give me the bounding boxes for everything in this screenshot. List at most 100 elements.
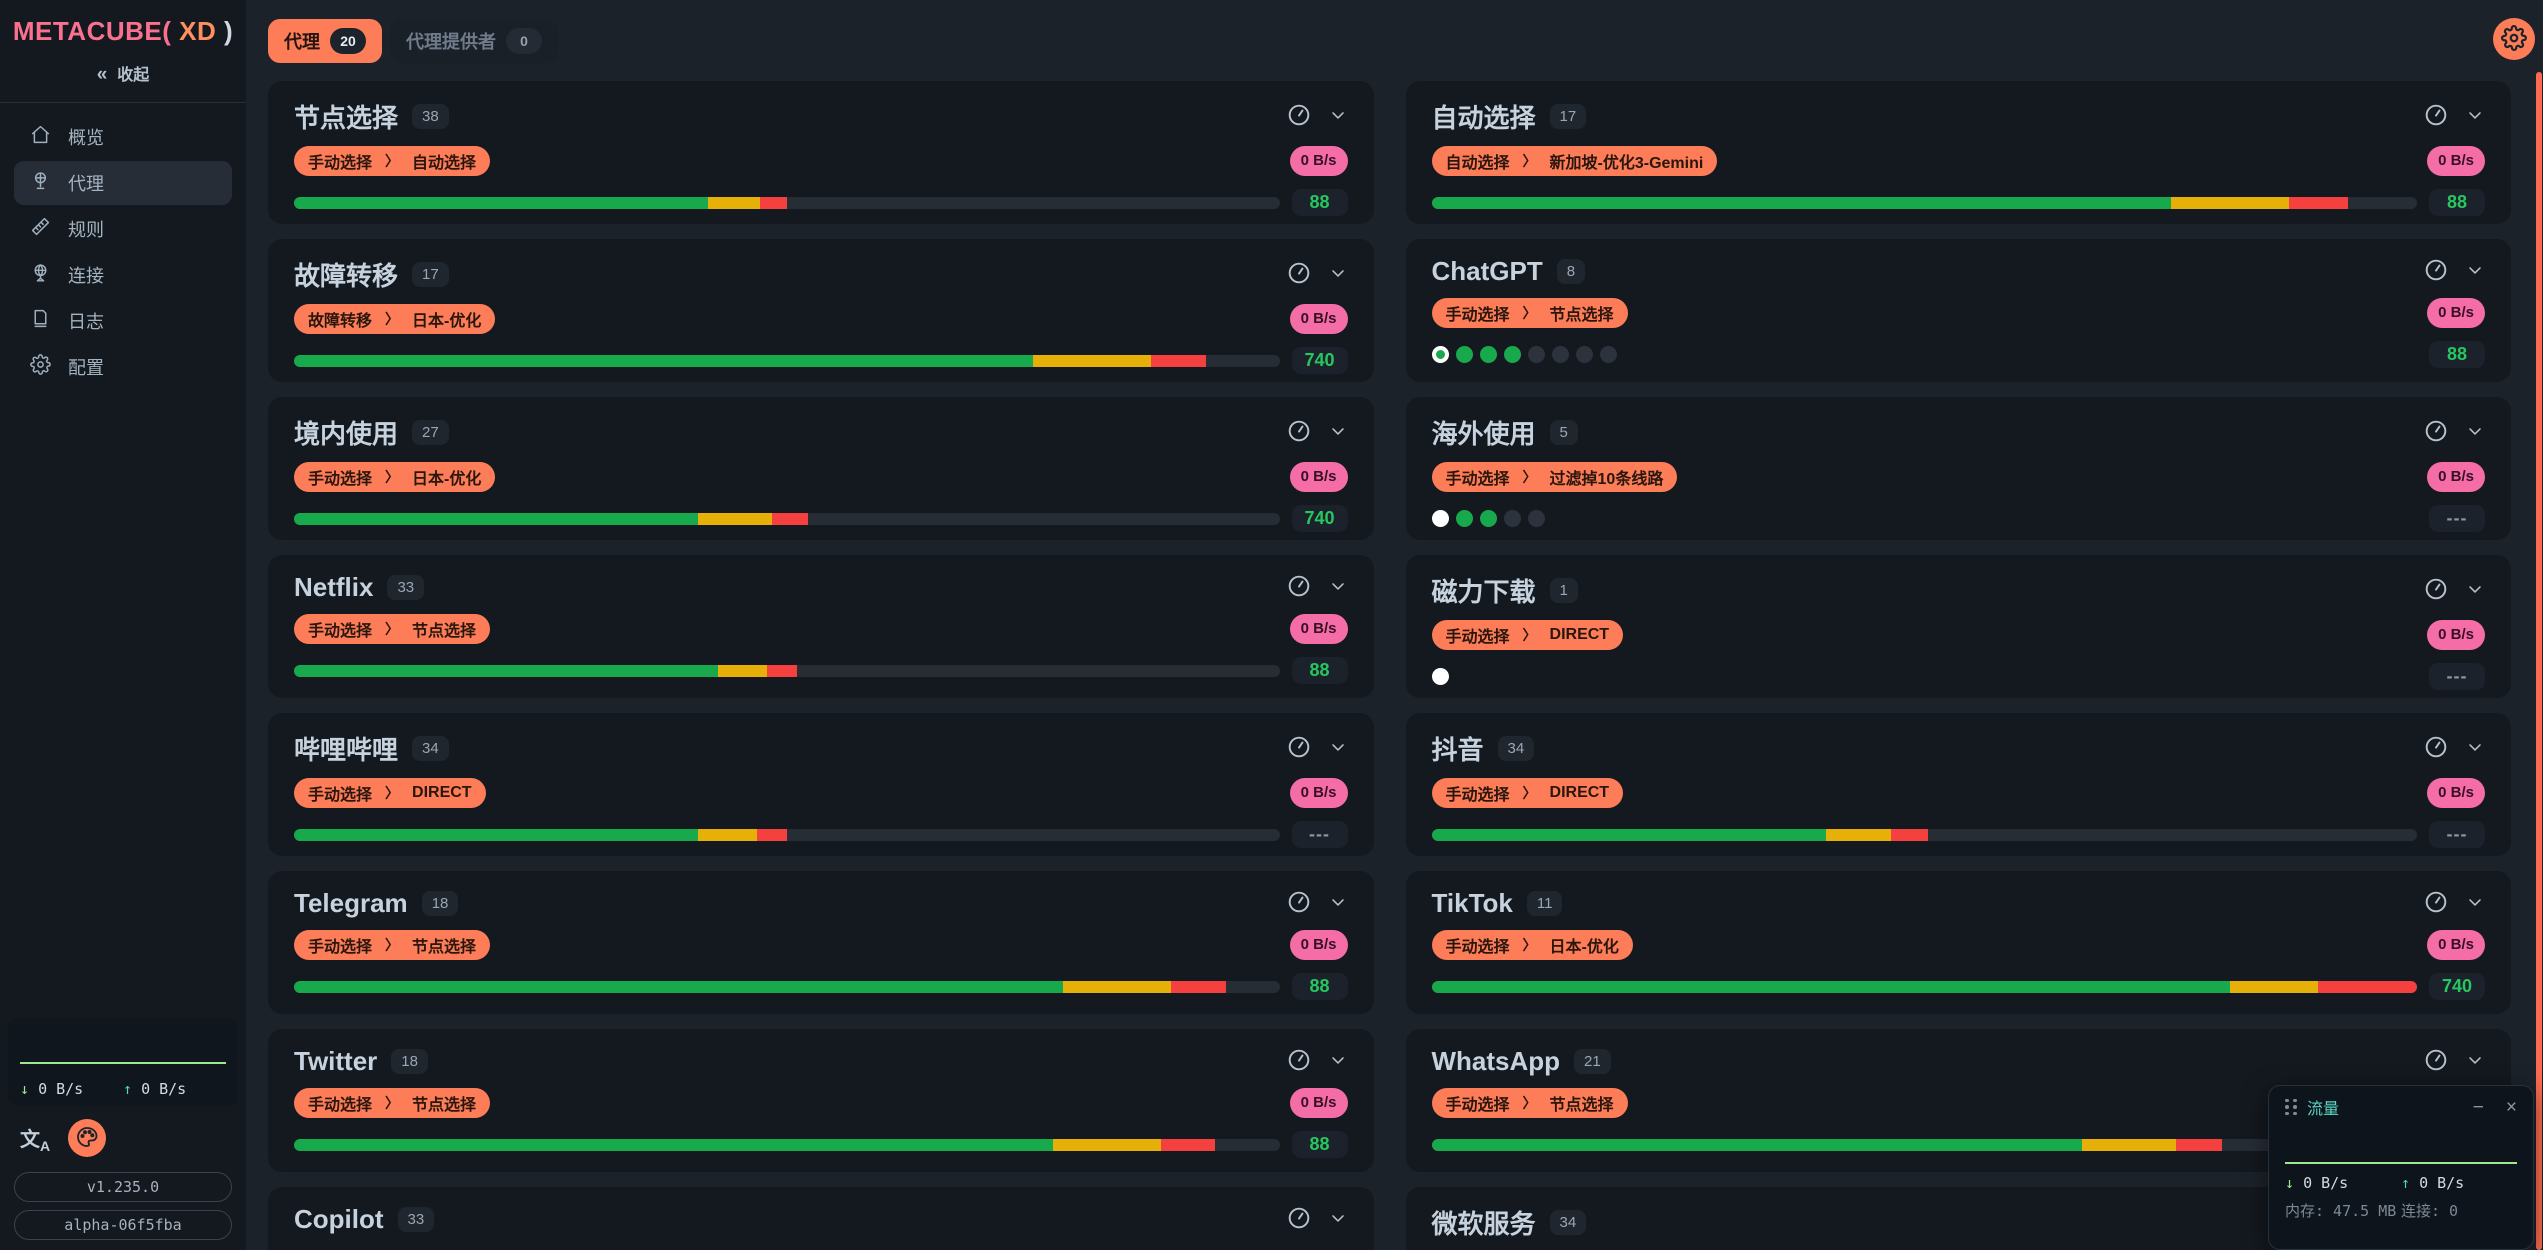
chevron-down-icon <box>1328 105 1348 128</box>
selected-proxy-badge[interactable]: 手动选择 〉 DIRECT <box>1431 778 1624 808</box>
selected-proxy-badge[interactable]: 手动选择 〉 节点选择 <box>1431 1088 1628 1118</box>
proxy-node-dot-empty[interactable] <box>1527 346 1545 363</box>
selected-node-label: 日本-优化 <box>1549 939 1619 956</box>
chevron-right-icon: 〉 <box>1522 153 1537 169</box>
latency-test-button[interactable] <box>1286 573 1312 602</box>
expand-group-button[interactable] <box>1328 1208 1348 1231</box>
bar-segment-g <box>1431 1138 2082 1151</box>
expand-group-button[interactable] <box>1328 892 1348 915</box>
card-badge-row: 故障转移 〉 日本-优化 0 B/s <box>294 304 1348 334</box>
proxy-node-dot-empty[interactable] <box>1551 346 1569 363</box>
latency-test-button[interactable] <box>2423 418 2449 447</box>
expand-group-button[interactable] <box>2465 105 2485 128</box>
latency-test-button[interactable] <box>2423 734 2449 763</box>
selector-type-label: 手动选择 <box>1445 629 1510 646</box>
tab-proxies[interactable]: 代理 20 <box>268 19 382 63</box>
proxy-node-dot-green[interactable] <box>1503 346 1521 363</box>
selected-proxy-badge[interactable]: 手动选择 〉 节点选择 <box>294 614 491 644</box>
sidebar-item-rules[interactable]: 规则 <box>14 207 232 251</box>
minimize-button[interactable]: − <box>2472 1096 2484 1118</box>
expand-group-button[interactable] <box>2465 892 2485 915</box>
collapse-sidebar-button[interactable]: « 收起 <box>0 61 246 86</box>
expand-group-button[interactable] <box>1328 1050 1348 1073</box>
sidebar-item-connections[interactable]: 连接 <box>14 253 232 297</box>
speedometer-icon <box>1286 102 1312 131</box>
selected-proxy-badge[interactable]: 自动选择 〉 新加坡-优化3-Gemini <box>1431 146 1718 176</box>
globe-network-icon <box>30 262 51 288</box>
latency-test-button[interactable] <box>2423 1047 2449 1076</box>
latency-test-button[interactable] <box>1286 260 1312 289</box>
proxy-node-dot-empty[interactable] <box>1599 346 1617 363</box>
latency-test-button[interactable] <box>1286 102 1312 131</box>
version-badge: v1.235.0 <box>14 1172 232 1202</box>
selected-proxy-badge[interactable]: 手动选择 〉 节点选择 <box>294 1088 491 1118</box>
sidebar-item-overview[interactable]: 概览 <box>14 115 232 159</box>
close-icon[interactable]: × <box>2505 1096 2517 1118</box>
latency-test-button[interactable] <box>1286 889 1312 918</box>
speedometer-icon <box>2423 102 2449 131</box>
proxy-node-dot-empty[interactable] <box>1527 510 1545 527</box>
vertical-scrollbar-thumb[interactable] <box>2536 72 2542 1250</box>
expand-group-button[interactable] <box>2465 421 2485 444</box>
latency-test-button[interactable] <box>1286 734 1312 763</box>
proxy-settings-button[interactable] <box>2493 18 2535 60</box>
latency-test-button[interactable] <box>1286 1205 1312 1234</box>
latency-bar <box>294 828 1280 841</box>
expand-group-button[interactable] <box>2465 1050 2485 1073</box>
logo-text-close: ) <box>223 16 234 46</box>
selected-proxy-badge[interactable]: 手动选择 〉 日本-优化 <box>294 462 496 492</box>
selected-proxy-badge[interactable]: 手动选择 〉 日本-优化 <box>1431 930 1633 960</box>
proxy-count-badge: 8 <box>1556 259 1586 284</box>
latency-test-button[interactable] <box>2423 889 2449 918</box>
expand-group-button[interactable] <box>1328 105 1348 128</box>
traffic-stats: ↓ 0 B/s ↑ 0 B/s 内存: 47.5 MB 连接: 0 <box>2269 1164 2533 1221</box>
proxy-node-dot-green[interactable] <box>1479 346 1497 363</box>
proxy-node-dot-green[interactable] <box>1455 510 1473 527</box>
expand-group-button[interactable] <box>1328 421 1348 444</box>
language-switch-button[interactable]: 文A <box>20 1128 51 1154</box>
card-header: 境内使用 27 <box>294 414 1348 451</box>
selector-type-label: 手动选择 <box>1445 1097 1510 1114</box>
sidebar-item-proxies[interactable]: 代理 <box>14 161 232 205</box>
selected-proxy-badge[interactable]: 手动选择 〉 自动选择 <box>294 146 491 176</box>
proxy-group-title: Copilot <box>294 1204 384 1234</box>
speed-badge: 0 B/s <box>1289 930 1348 960</box>
selected-proxy-badge[interactable]: 故障转移 〉 日本-优化 <box>294 304 496 334</box>
expand-group-button[interactable] <box>1328 576 1348 599</box>
proxy-node-dot-selected[interactable] <box>1431 346 1449 363</box>
proxy-globe-icon <box>30 170 51 196</box>
latency-test-button[interactable] <box>2423 102 2449 131</box>
proxy-node-dot-green[interactable] <box>1479 510 1497 527</box>
latency-test-button[interactable] <box>2423 257 2449 286</box>
selected-proxy-badge[interactable]: 手动选择 〉 过滤掉10条线路 <box>1431 462 1678 492</box>
proxy-node-dot-empty[interactable] <box>1503 510 1521 527</box>
selected-proxy-badge[interactable]: 手动选择 〉 节点选择 <box>294 930 491 960</box>
sidebar-item-config[interactable]: 配置 <box>14 345 232 389</box>
tab-proxy-providers[interactable]: 代理提供者 0 <box>390 19 558 63</box>
latency-test-button[interactable] <box>2423 576 2449 605</box>
proxy-group-card: 节点选择 38 手动选择 〉 自动选择 0 B/s 88 <box>268 81 1374 224</box>
proxy-node-dot-empty[interactable] <box>1575 346 1593 363</box>
expand-group-button[interactable] <box>1328 263 1348 286</box>
selected-proxy-badge[interactable]: 手动选择 〉 节点选择 <box>1431 298 1628 328</box>
bar-segment-y <box>1033 354 1152 367</box>
latency-test-button[interactable] <box>1286 1047 1312 1076</box>
chevron-down-icon <box>2465 737 2485 760</box>
proxy-node-dot-white[interactable] <box>1431 668 1449 685</box>
expand-group-button[interactable] <box>2465 579 2485 602</box>
expand-group-button[interactable] <box>2465 737 2485 760</box>
theme-button[interactable] <box>68 1119 107 1157</box>
expand-group-button[interactable] <box>1328 737 1348 760</box>
expand-group-button[interactable] <box>2465 260 2485 283</box>
tab-label: 代理 <box>284 32 320 52</box>
proxy-node-dot-white[interactable] <box>1431 510 1449 527</box>
sidebar-item-logs[interactable]: 日志 <box>14 299 232 343</box>
selected-proxy-badge[interactable]: 手动选择 〉 DIRECT <box>294 778 486 808</box>
meter-body <box>1431 1138 2417 1151</box>
latency-test-button[interactable] <box>1286 418 1312 447</box>
selector-type-label: 故障转移 <box>308 313 373 330</box>
sidebar-speed-stats: ↓ 0 B/s ↑ 0 B/s <box>20 1080 226 1098</box>
drag-handle-icon[interactable] <box>2285 1098 2297 1116</box>
proxy-node-dot-green[interactable] <box>1455 346 1473 363</box>
selected-proxy-badge[interactable]: 手动选择 〉 DIRECT <box>1431 620 1624 650</box>
